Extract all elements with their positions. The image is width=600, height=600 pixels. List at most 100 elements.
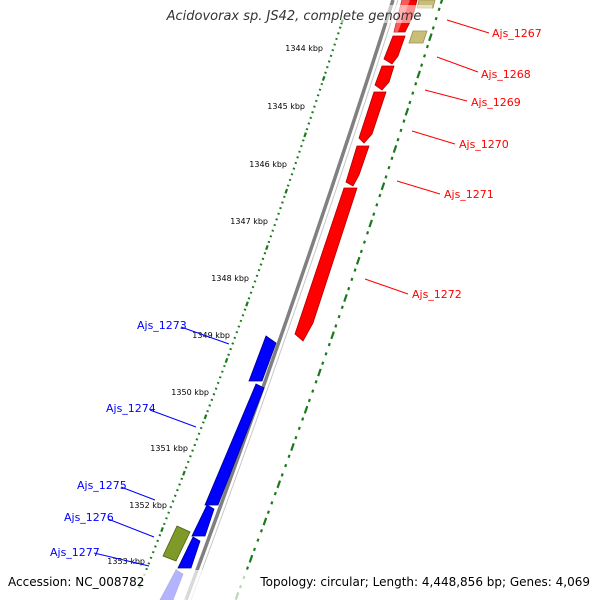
gene-arrow-ajs-1268[interactable] [383,35,406,65]
minor-tick [336,32,340,35]
gene-label-ajs-1276[interactable]: Ajs_1276 [64,511,114,524]
minor-tick [231,342,235,345]
scale-label-1352: 1352 kbp [129,501,167,510]
major-tick [224,357,229,363]
minor-tick [151,550,155,554]
gene-label-ajs-1269[interactable]: Ajs_1269 [471,96,521,109]
minor-tick [296,156,299,159]
minor-tick [266,510,270,514]
major-tick [276,480,282,489]
minor-tick [259,263,263,266]
minor-tick [180,477,184,481]
outer-scale-ring [234,0,444,600]
gene-arrow-ajs-1272[interactable] [294,187,358,342]
minor-tick [283,195,286,199]
minor-tick [314,99,318,103]
minor-tick [154,545,157,548]
minor-tick [206,409,209,413]
gene-arrow-ajs-1271[interactable] [345,145,370,187]
minor-tick [277,212,280,215]
minor-tick [165,517,168,520]
minor-tick [316,94,320,97]
minor-tick [169,505,173,509]
leader-line-ajs-1271 [396,180,441,195]
gene-label-ajs-1268[interactable]: Ajs_1268 [481,68,531,81]
gene-label-ajs-1274[interactable]: Ajs_1274 [106,402,156,415]
genome-backbone [184,0,399,600]
map-title: Acidovorax sp. JS42, complete genome [166,9,422,24]
major-tick [182,470,186,476]
gene-label-ajs-1271[interactable]: Ajs_1271 [444,188,494,201]
minor-tick [218,376,222,379]
minor-tick [331,48,335,52]
minor-tick [359,249,363,254]
major-tick [404,107,410,116]
minor-tick [329,54,333,58]
major-tick [303,132,307,138]
gene-label-ajs-1267[interactable]: Ajs_1267 [492,27,542,40]
minor-tick [353,268,357,272]
feature-box-olive[interactable] [162,525,191,562]
minor-tick [269,235,273,238]
minor-tick [210,398,214,402]
major-tick [368,219,373,228]
gene-label-ajs-1272[interactable]: Ajs_1272 [412,288,462,301]
gene-label-ajs-1275[interactable]: Ajs_1275 [77,479,127,492]
gene-arrow-ajs-1270[interactable] [358,91,387,144]
minor-tick [249,291,253,294]
gene-label-ajs-1273[interactable]: Ajs_1273 [137,319,187,332]
minor-tick [414,82,418,86]
scale-label-1351: 1351 kbp [150,444,188,453]
minor-tick [197,432,201,435]
minor-tick [294,161,298,165]
minor-tick [307,398,311,403]
minor-tick [271,229,275,232]
minor-tick [311,111,314,114]
minor-tick [375,203,379,207]
minor-tick [327,60,331,63]
gene-arrow-ajs-1273[interactable] [248,335,277,382]
reverse-strand-genes [159,335,277,600]
minor-tick [216,381,220,385]
minor-tick [318,88,322,91]
gene-arrow-ajs-1274[interactable] [204,383,265,506]
gene-arrow-ajs-1269[interactable] [374,65,395,91]
minor-tick [434,16,438,21]
minor-tick [201,421,205,424]
minor-tick [431,26,435,30]
minor-tick [325,65,329,69]
gene-arrow-ajs-1275[interactable] [191,504,215,537]
scale-label-1344: 1344 kbp [285,44,323,53]
minor-tick [223,364,226,368]
minor-tick [245,566,250,570]
minor-tick [162,522,166,526]
minor-tick [313,105,316,108]
backbone-highlight [190,0,399,600]
leader-line-ajs-1277 [93,552,150,567]
minor-tick [253,280,257,283]
minor-tick [199,426,203,430]
minor-tick [281,201,284,204]
feature-box-top-2[interactable] [408,30,428,44]
major-tick [284,188,289,194]
minor-tick [158,534,162,537]
gene-label-ajs-1270[interactable]: Ajs_1270 [459,138,509,151]
minor-tick [408,100,412,105]
scale-label-1350: 1350 kbp [171,388,209,397]
leader-line-ajs-1268 [436,56,479,73]
minor-tick [251,285,255,289]
minor-tick [307,122,311,125]
minor-tick [147,562,151,565]
gene-arrow-ajs-1276[interactable] [177,536,201,569]
minor-tick [324,71,327,74]
minor-tick [387,165,391,170]
minor-tick [235,330,239,334]
minor-tick [243,308,247,311]
minor-tick [378,193,382,198]
minor-tick [311,389,315,393]
gene-label-ajs-1277[interactable]: Ajs_1277 [50,546,100,559]
minor-tick [233,336,237,340]
major-tick [248,554,254,563]
minor-tick [350,277,354,282]
